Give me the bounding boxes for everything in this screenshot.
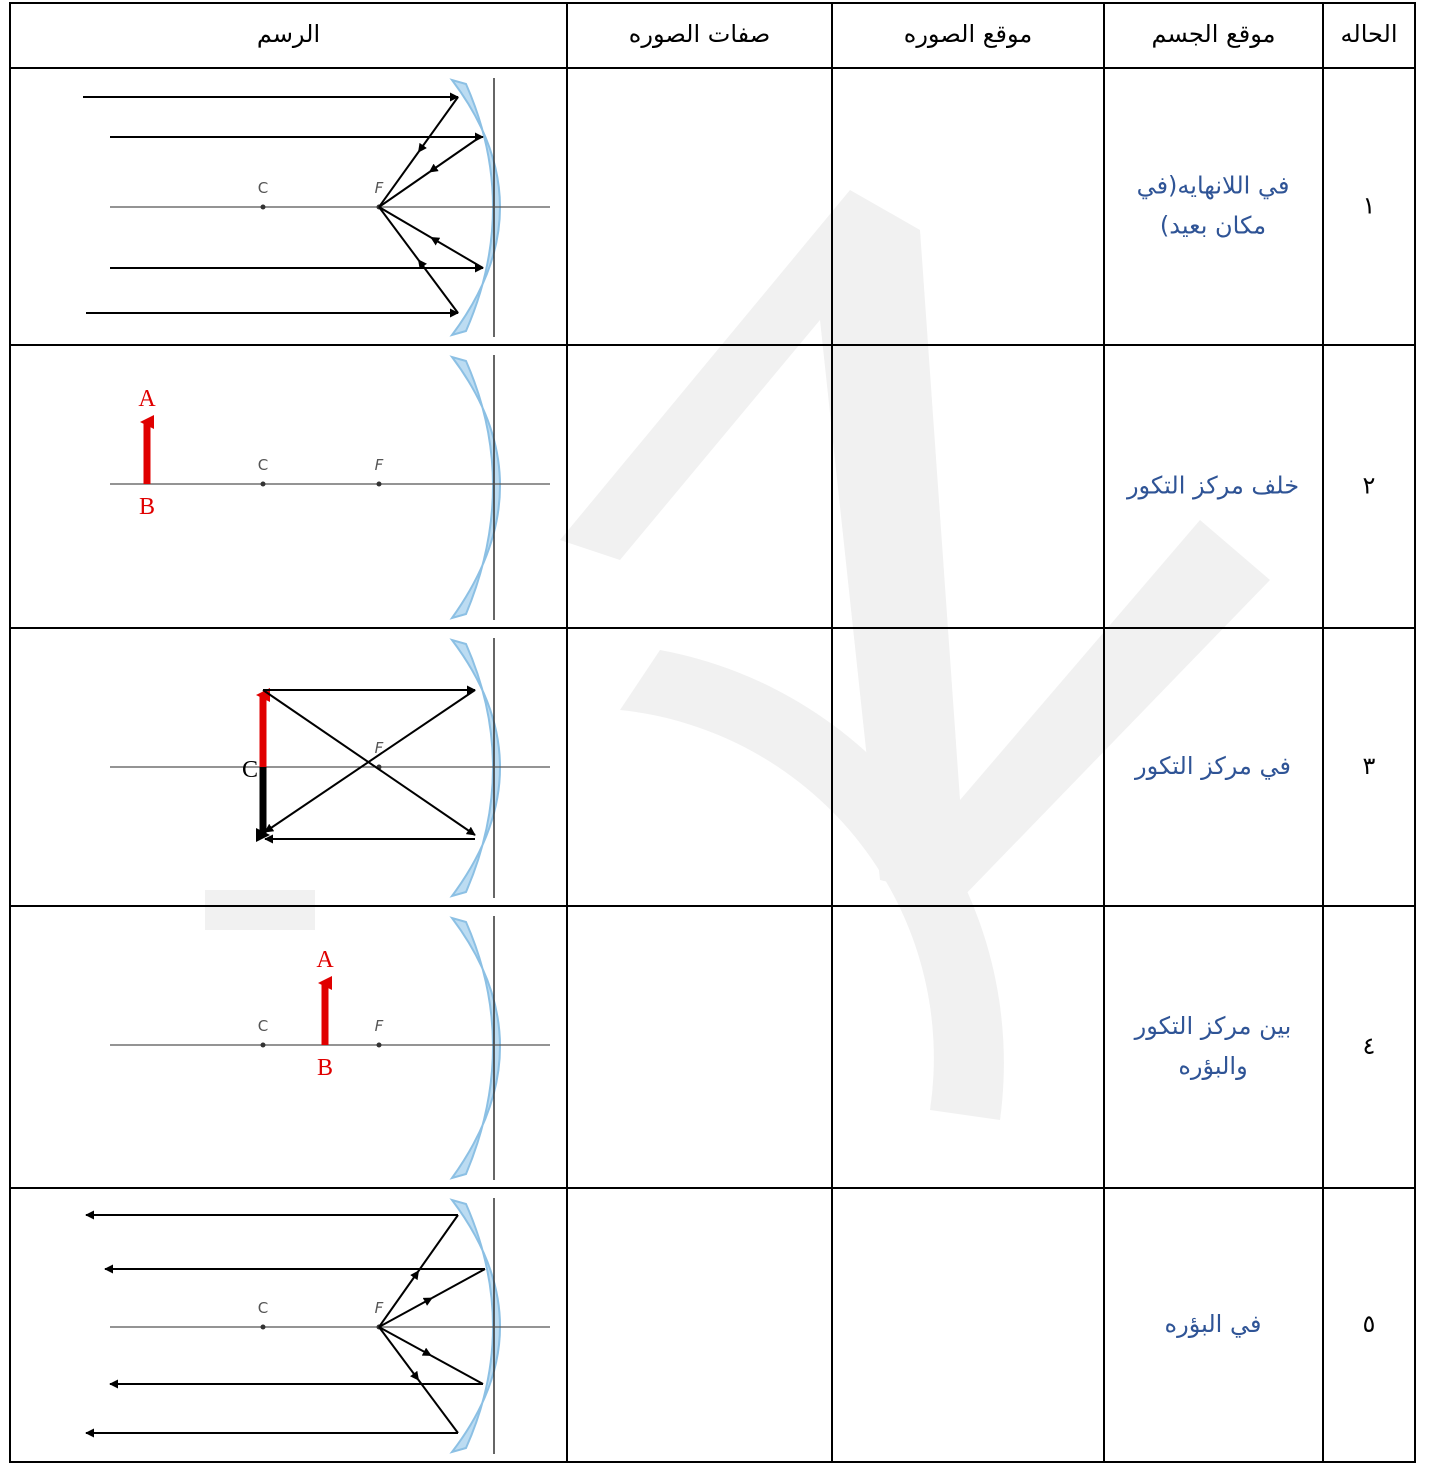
focus-point [376,1042,382,1048]
case-number: ٢ [1363,472,1376,500]
ray [378,1297,433,1328]
object-position: في اللانهايه(في [1137,172,1290,200]
focus-label: F [375,1017,384,1035]
column-header: صفات الصوره [629,20,770,48]
ray [417,1379,459,1434]
ray [417,96,459,153]
ray [264,689,476,833]
object-position: خلف مركز التكور [1126,472,1299,500]
ray [428,136,481,173]
ray [430,1354,484,1385]
center-label: C [258,456,268,474]
column-header: الرسم [257,20,320,48]
center-label: C [258,1017,268,1035]
focus-label: F [375,179,384,197]
object-position: والبؤره [1178,1052,1247,1080]
mirror [449,1198,501,1454]
object-bottom-label: B [317,1055,333,1081]
center-point [260,481,266,487]
object-bottom-label: B [139,494,155,520]
case-number: ٥ [1363,1310,1376,1338]
case-number: ١ [1363,192,1376,220]
ray [417,259,459,314]
object-top-label: A [138,386,156,412]
center-point [260,1324,266,1330]
object-position: مكان بعيد) [1160,212,1266,240]
center-label: C [258,179,268,197]
center-point [260,1042,266,1048]
center-label: C [258,1299,268,1317]
column-header: موقع الجسم [1152,20,1276,48]
column-header: موقع الصوره [904,20,1032,48]
mirror [449,916,501,1180]
column-header: الحاله [1341,20,1398,48]
ray [378,206,420,261]
focus-label: F [375,456,384,474]
case-number: ٣ [1363,752,1376,780]
watermark [205,190,1270,1120]
object-position: في البؤره [1165,1310,1262,1338]
focus-label: F [375,1299,384,1317]
ray [378,206,432,239]
focus-point [376,481,382,487]
ray [378,151,420,208]
ray [378,1326,432,1357]
center-label: C [242,757,258,783]
ray [378,171,431,208]
center-point [260,204,266,210]
object-top-label: A [316,947,334,973]
ray [431,1268,486,1299]
focus-label: F [375,739,384,757]
mirror [449,355,501,620]
mirror [449,638,501,898]
ray [417,1214,459,1272]
object-position: بين مركز التكور [1134,1012,1292,1040]
object-position: في مركز التكور [1134,752,1291,780]
table-border [9,2,1416,1463]
ray [378,1270,420,1328]
ray [430,236,484,269]
ray [378,1326,420,1381]
case-number: ٤ [1363,1032,1376,1060]
